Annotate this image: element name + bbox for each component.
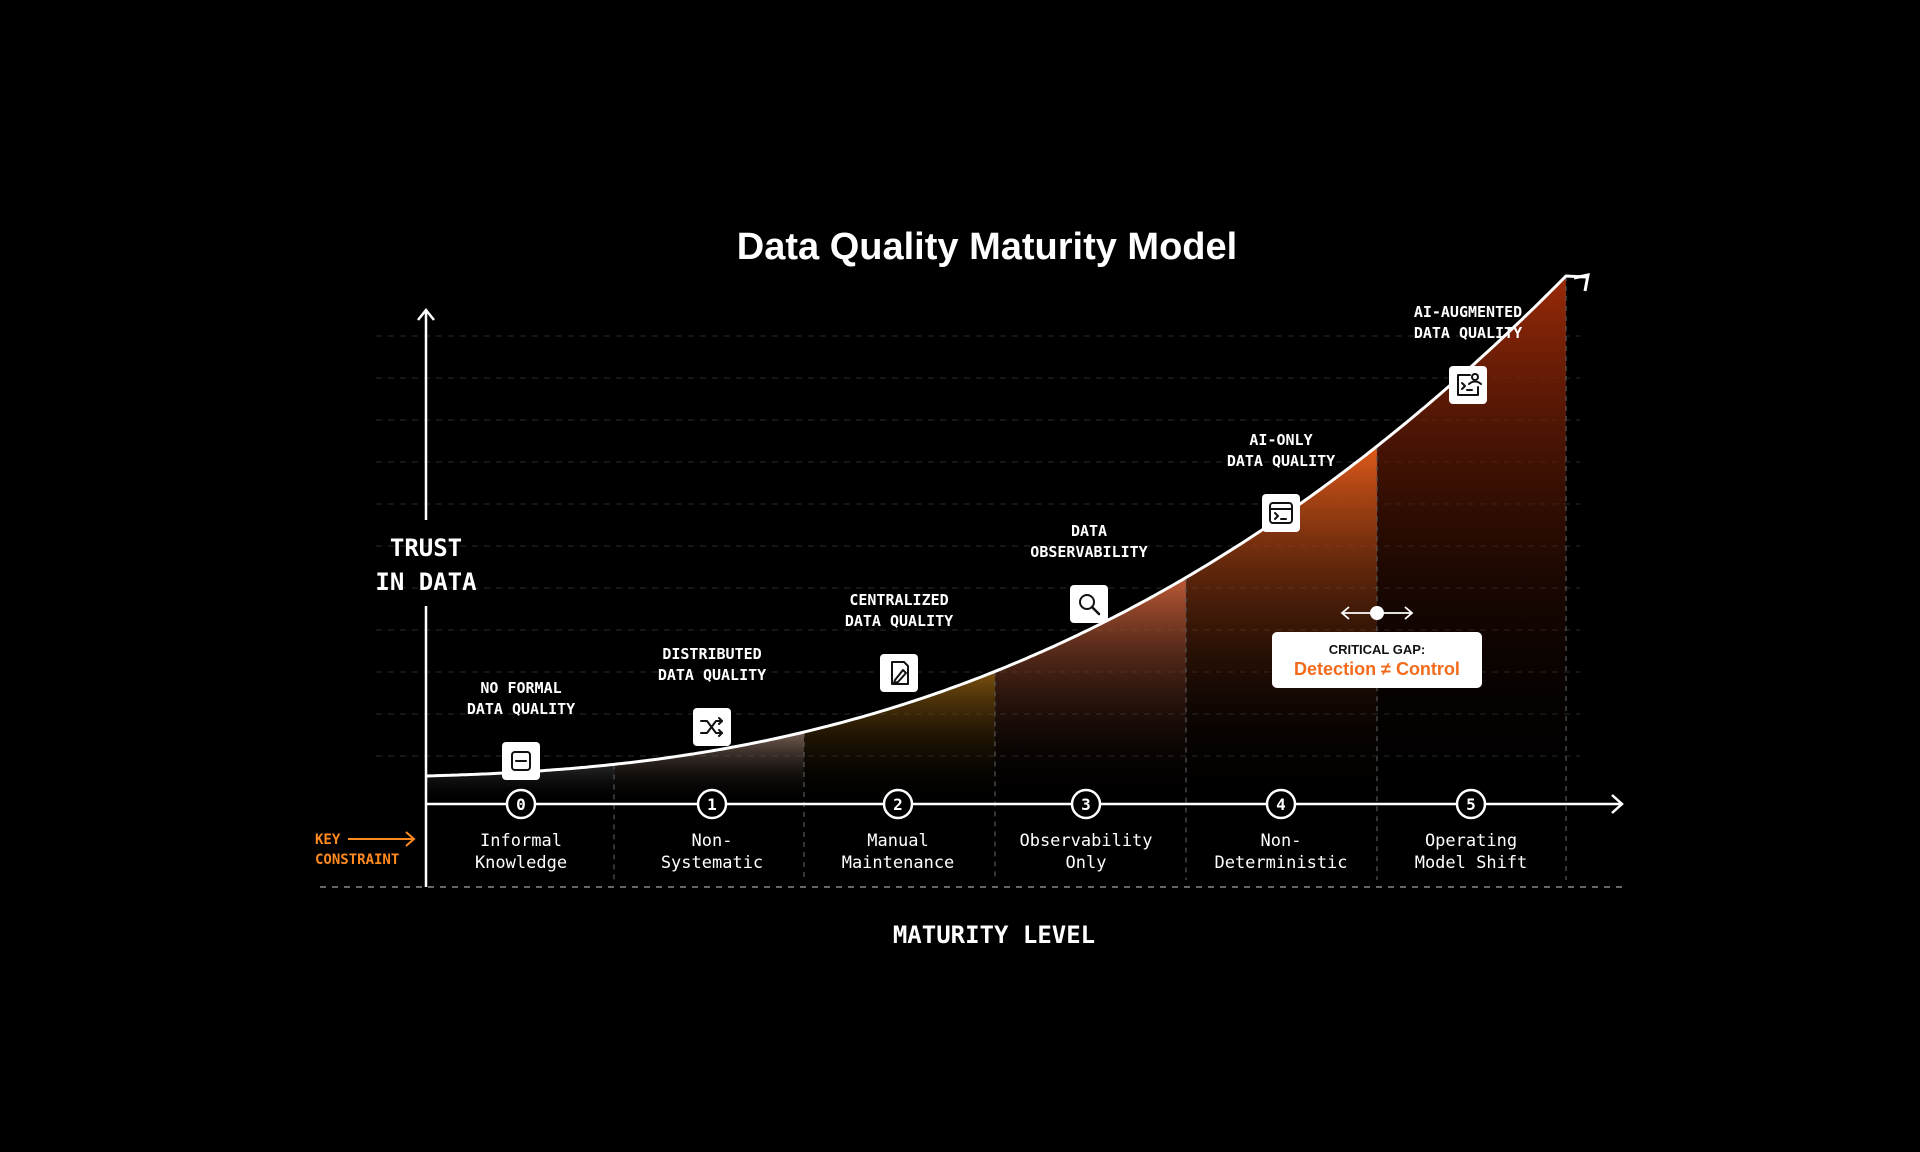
constraint-label-1-line2: Systematic [661,853,763,873]
search-icon [1070,585,1108,623]
level-marker-2: 2 [882,788,914,820]
ai-chart-icon [1449,366,1487,404]
critical-gap-dot [1370,606,1384,620]
constraint-label-5-line1: Operating [1425,831,1517,851]
constraint-label-4-line2: Deterministic [1214,853,1347,873]
constraint-label-0-line1: Informal [480,831,562,851]
level-1: 1 DISTRIBUTED DATA QUALITY Non-Systematic [658,645,766,873]
constraint-label-1-line1: Non- [692,831,733,851]
stage-label-4-line1: AI-ONLY [1249,431,1312,449]
level-marker-5: 5 [1455,788,1487,820]
stage-label-3-line2: OBSERVABILITY [1030,543,1147,561]
constraint-label-5-line2: Model Shift [1415,853,1528,873]
column-dividers [613,276,1567,880]
level-number-1: 1 [707,795,717,814]
constraint-label-2-line2: Maintenance [842,853,955,873]
key-constraint-label-line1: KEY [315,832,341,848]
y-axis [417,307,435,887]
stage-label-1-line1: DISTRIBUTED [662,645,761,663]
level-number-0: 0 [516,795,526,814]
constraint-label-3-line1: Observability [1019,831,1152,851]
diagram-title: Data Quality Maturity Model [737,226,1237,268]
stage-label-0-line1: NO FORMAL [480,679,561,697]
constraint-label-4-line1: Non- [1261,831,1302,851]
stage-label-0-line2: DATA QUALITY [467,700,575,718]
minus-box-icon [502,742,540,780]
level-number-2: 2 [893,795,903,814]
level-marker-1: 1 [696,788,728,820]
level-marker-4: 4 [1265,788,1297,820]
constraint-label-0-line2: Knowledge [475,853,567,873]
x-axis-label: MATURITY LEVEL [893,921,1095,949]
level-5: 5 AI-AUGMENTED DATA QUALITY OperatingModel … [1414,303,1527,873]
level-4: 4 AI-ONLY DATA QUALITY Non-Deterministic [1214,431,1347,873]
area-fills [426,276,1566,804]
critical-gap-text: Detection ≠ Control [1294,659,1460,679]
curve-arrowhead [1573,273,1590,292]
key-constraint-label-line2: CONSTRAINT [315,852,399,868]
area-fill-level-0 [426,764,614,804]
critical-gap-box [1272,632,1482,688]
stage-label-5-line2: DATA QUALITY [1414,324,1522,342]
area-fill-level-5 [1377,276,1566,804]
stage-label-4-line2: DATA QUALITY [1227,452,1335,470]
stage-label-5-line1: AI-AUGMENTED [1414,303,1522,321]
y-axis-label-line2: IN DATA [375,568,477,596]
shuffle-icon [693,708,731,746]
area-fill-level-4 [1186,446,1377,804]
stage-label-1-line2: DATA QUALITY [658,666,766,684]
area-fill-level-1 [614,732,804,804]
file-edit-icon [880,654,918,692]
level-number-4: 4 [1276,795,1286,814]
level-marker-3: 3 [1070,788,1102,820]
stage-label-3-line1: DATA [1071,522,1107,540]
y-axis-label-line1: TRUST [390,534,462,562]
key-constraint-arrow [348,831,416,847]
stage-label-2-line1: CENTRALIZED [849,591,948,609]
level-number-5: 5 [1466,795,1476,814]
critical-gap-heading: CRITICAL GAP: [1329,642,1426,657]
terminal-window-icon [1262,494,1300,532]
area-fill-level-2 [804,671,995,804]
level-2: 2 CENTRALIZED DATA QUALITY ManualMaintenanc… [842,591,955,873]
level-marker-0: 0 [505,788,537,820]
x-axis [426,794,1624,814]
constraint-label-2-line1: Manual [867,831,928,851]
constraint-label-3-line2: Only [1066,853,1107,873]
maturity-curve [425,274,1587,778]
area-fill-level-3 [995,577,1186,804]
level-number-3: 3 [1081,795,1091,814]
stage-label-2-line2: DATA QUALITY [845,612,953,630]
